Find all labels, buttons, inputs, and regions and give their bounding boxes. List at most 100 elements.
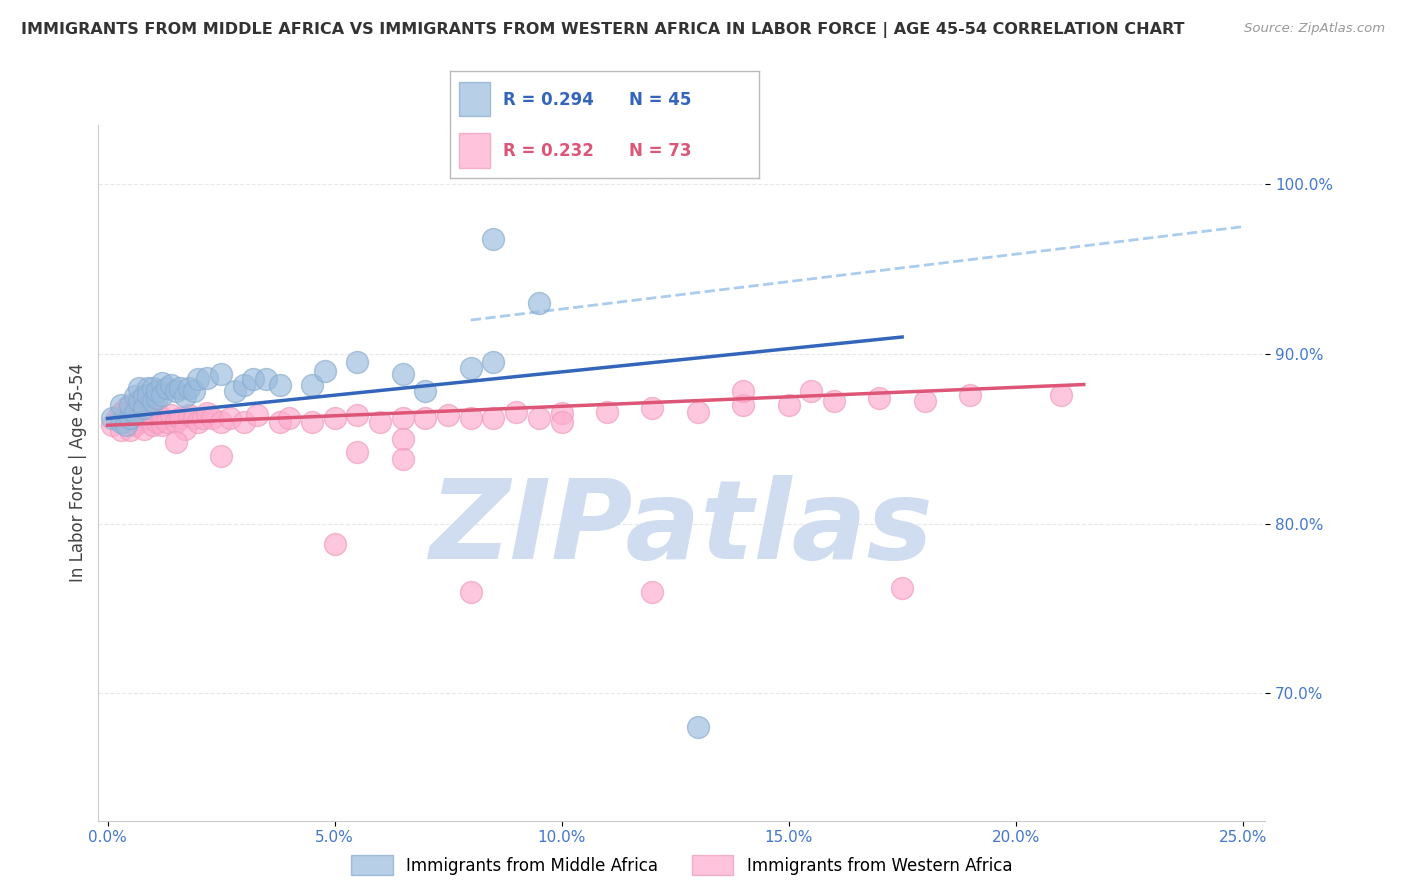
Point	[959, 387, 981, 401]
Y-axis label: In Labor Force | Age 45-54: In Labor Force | Age 45-54	[69, 363, 87, 582]
Point	[269, 415, 291, 429]
Point	[132, 401, 155, 416]
Point	[686, 720, 709, 734]
Point	[128, 415, 150, 429]
Point	[527, 411, 550, 425]
Point	[323, 537, 346, 551]
Point	[142, 408, 165, 422]
Text: R = 0.294: R = 0.294	[502, 91, 593, 109]
Text: IMMIGRANTS FROM MIDDLE AFRICA VS IMMIGRANTS FROM WESTERN AFRICA IN LABOR FORCE |: IMMIGRANTS FROM MIDDLE AFRICA VS IMMIGRA…	[21, 22, 1185, 38]
Point	[346, 445, 368, 459]
Point	[460, 584, 482, 599]
Point	[891, 581, 914, 595]
Point	[415, 411, 437, 425]
Point	[209, 368, 232, 382]
Point	[1050, 387, 1073, 401]
Text: N = 45: N = 45	[630, 91, 692, 109]
Point	[183, 411, 205, 425]
Point	[323, 411, 346, 425]
Point	[868, 391, 890, 405]
Point	[160, 377, 183, 392]
Point	[142, 394, 165, 409]
Point	[641, 584, 664, 599]
Point	[346, 355, 368, 369]
Point	[160, 408, 183, 422]
Point	[101, 411, 124, 425]
Point	[169, 411, 191, 425]
Point	[124, 389, 146, 403]
Point	[505, 405, 527, 419]
Point	[120, 411, 142, 425]
Point	[278, 411, 301, 425]
Point	[550, 415, 572, 429]
Point	[114, 401, 136, 416]
Point	[146, 391, 169, 405]
Bar	[460, 134, 491, 168]
Point	[246, 408, 269, 422]
Point	[482, 231, 505, 245]
Point	[173, 422, 195, 436]
Point	[124, 408, 146, 422]
Point	[128, 381, 150, 395]
Point	[114, 418, 136, 433]
Point	[120, 423, 142, 437]
Point	[232, 377, 254, 392]
Point	[120, 398, 142, 412]
Text: Source: ZipAtlas.com: Source: ZipAtlas.com	[1244, 22, 1385, 36]
Point	[165, 384, 187, 399]
Point	[415, 384, 437, 399]
Point	[165, 435, 187, 450]
Point	[138, 381, 160, 395]
Text: N = 73: N = 73	[630, 142, 692, 160]
Point	[128, 405, 150, 419]
Point	[733, 384, 755, 399]
Point	[437, 408, 460, 422]
Point	[232, 415, 254, 429]
Point	[110, 398, 132, 412]
Point	[146, 415, 169, 429]
Point	[187, 372, 209, 386]
Legend: Immigrants from Middle Africa, Immigrants from Western Africa: Immigrants from Middle Africa, Immigrant…	[344, 848, 1019, 882]
Point	[138, 387, 160, 401]
Point	[596, 405, 619, 419]
Point	[150, 411, 173, 425]
Point	[201, 411, 224, 425]
Point	[110, 415, 132, 429]
Point	[391, 452, 413, 467]
Point	[124, 418, 146, 433]
Point	[368, 415, 391, 429]
Point	[132, 389, 155, 403]
Point	[114, 415, 136, 429]
Point	[155, 415, 177, 429]
Point	[391, 411, 413, 425]
Point	[150, 376, 173, 390]
Point	[132, 411, 155, 425]
Point	[314, 364, 336, 378]
Point	[138, 401, 160, 416]
Point	[150, 418, 173, 433]
Point	[132, 422, 155, 436]
Point	[778, 398, 800, 412]
Point	[301, 415, 323, 429]
Point	[224, 384, 246, 399]
Point	[191, 411, 214, 425]
Point	[146, 405, 169, 419]
Point	[391, 432, 413, 446]
Point	[142, 381, 165, 395]
Point	[209, 449, 232, 463]
Point	[110, 406, 132, 420]
Point	[641, 401, 664, 416]
Point	[733, 398, 755, 412]
Point	[254, 372, 277, 386]
Point	[219, 411, 242, 425]
Point	[460, 360, 482, 375]
Point	[197, 406, 219, 420]
Point	[209, 415, 232, 429]
Bar	[460, 82, 491, 116]
Point	[301, 377, 323, 392]
Point	[146, 384, 169, 399]
Point	[138, 411, 160, 425]
Point	[120, 411, 142, 425]
Point	[101, 418, 124, 433]
Point	[150, 387, 173, 401]
